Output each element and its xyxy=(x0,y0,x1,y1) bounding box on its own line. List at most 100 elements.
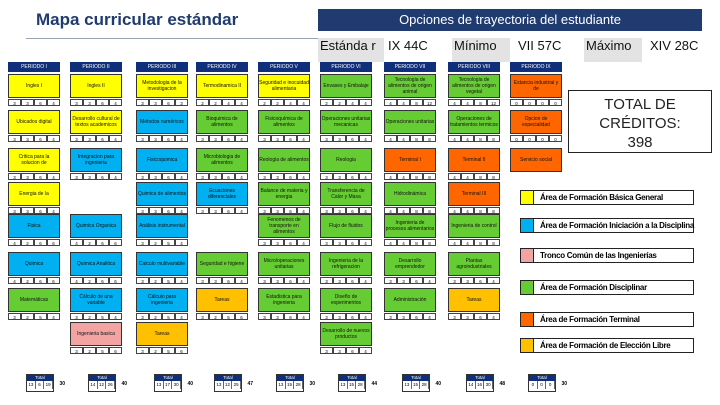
option-minimo[interactable]: Mínimo xyxy=(452,38,510,62)
course-card[interactable]: Desarrollo emprendedor xyxy=(384,252,436,276)
course-card[interactable]: Estadistica para ingenieria xyxy=(258,288,310,312)
course-card[interactable]: Balance de materia y energia xyxy=(258,182,310,206)
credit-cell: 3 xyxy=(136,239,149,246)
option-estandar[interactable]: Estánda r xyxy=(318,38,384,62)
course-card[interactable]: Quimica de alimentos xyxy=(136,182,188,206)
credit-cell: 2 xyxy=(271,99,284,106)
course-card[interactable]: Ingenieria de procesos alimentarios xyxy=(384,214,436,238)
credit-cell: 4 xyxy=(297,239,310,246)
course-card[interactable]: Seguridad e inocuidad alimentaria xyxy=(258,74,310,98)
option-ix-44c[interactable]: IX 44C xyxy=(388,38,428,53)
course-card[interactable]: Ecuaciones diferenciales xyxy=(196,182,248,206)
option-vii-57c[interactable]: VII 57C xyxy=(518,38,562,53)
total-cell: 15 xyxy=(348,381,357,389)
course-card[interactable]: Fenomenos de transporte en alimentos xyxy=(258,214,310,238)
course-card[interactable]: Termodinamica II xyxy=(196,74,248,98)
period-credit-sum: 30 xyxy=(561,381,567,387)
credit-cell: 5 xyxy=(162,347,175,354)
course-card[interactable]: Bioquimica de alimentos xyxy=(196,110,248,134)
course-card[interactable]: Integracion para ingenieria xyxy=(70,148,122,172)
page-title: Mapa curricular estándar xyxy=(36,10,239,29)
course-card[interactable]: Fisica xyxy=(8,214,60,238)
course-card[interactable]: Transferencia de Calor y Masa xyxy=(320,182,372,206)
course-card[interactable]: Operaciones unitarias xyxy=(384,110,436,134)
course-card[interactable]: Ingenieria de control xyxy=(448,214,500,238)
credit-cell: 4 xyxy=(384,207,397,214)
credit-cell: 4 xyxy=(461,239,474,246)
course-card[interactable]: Seguridad e higiene xyxy=(196,252,248,276)
credit-cell: 3 xyxy=(196,173,209,180)
course-card[interactable]: Ingenieria de la refrigeracion xyxy=(320,252,372,276)
course-card[interactable]: Administración xyxy=(384,288,436,312)
course-card[interactable]: Plantas agroindustriales xyxy=(448,252,500,276)
credit-cell: 2 xyxy=(21,313,34,320)
option-xiv-28c[interactable]: XIV 28C xyxy=(650,38,699,53)
course-card[interactable]: Ubicados digital xyxy=(8,110,60,134)
course-card[interactable]: Tecnologia de alimentos de origen animal xyxy=(384,74,436,98)
total-label: Total xyxy=(27,375,53,381)
course-card[interactable]: Cálculo para ingenieria xyxy=(136,288,188,312)
course-card[interactable]: Micro/operaciones unitarias xyxy=(258,252,310,276)
credit-cell: 3 xyxy=(70,99,83,106)
credit-cell: 2 xyxy=(21,239,34,246)
course-card[interactable]: Desarrollo cultural de textos academicos xyxy=(70,110,122,134)
course-card[interactable]: Critica para la solucion de xyxy=(8,148,60,172)
course-card[interactable]: Calculo multivariable xyxy=(136,252,188,276)
course-card[interactable]: Hidrodinámica xyxy=(384,182,436,206)
course-card[interactable]: Fisicoquimica xyxy=(136,148,188,172)
course-card[interactable]: Ingles II xyxy=(70,74,122,98)
title-divider xyxy=(26,38,318,39)
credit-cell: 3 xyxy=(333,207,346,214)
course-card[interactable]: Servicio social xyxy=(510,148,562,172)
course-card[interactable]: Microbiologia de alimentos xyxy=(196,148,248,172)
option-maximo[interactable]: Máximo xyxy=(584,38,642,62)
course-card[interactable]: Reologia xyxy=(320,148,372,172)
course-card[interactable]: Quimica xyxy=(8,252,60,276)
course-card[interactable]: Terminal II xyxy=(448,148,500,172)
course-card[interactable]: Tecnologia de alimentos de origen vegeta… xyxy=(448,74,500,98)
credit-cell: 4 xyxy=(384,99,397,106)
course-card[interactable]: Terminal I xyxy=(384,148,436,172)
credit-cell: 8 xyxy=(410,135,423,142)
course-card[interactable]: Cálculo de una variable xyxy=(70,288,122,312)
credit-cell: 3 xyxy=(384,277,397,284)
credit-cell: 4 xyxy=(397,239,410,246)
course-card[interactable]: Diseño de experimentos xyxy=(320,288,372,312)
credit-cell: 4 xyxy=(487,313,500,320)
course-card[interactable]: Tareas xyxy=(136,322,188,346)
course-card[interactable]: Envases y Embalaje xyxy=(320,74,372,98)
course-card[interactable]: Terminal III xyxy=(448,182,500,206)
course-card[interactable]: Ingenieria basica xyxy=(70,322,122,346)
course-card[interactable]: Flujo de fluidos xyxy=(320,214,372,238)
course-card[interactable]: Quimica Analitica xyxy=(70,252,122,276)
period-credit-sum: 44 xyxy=(371,381,377,387)
course-card[interactable]: Matemáticas xyxy=(8,288,60,312)
credit-cell: 3 xyxy=(21,173,34,180)
course-card[interactable]: Quimica Organica xyxy=(70,214,122,238)
credit-cell: 4 xyxy=(297,207,310,214)
credit-cell: 6 xyxy=(284,135,297,142)
course-card[interactable]: Tareas xyxy=(448,288,500,312)
course-card[interactable]: Ingles I xyxy=(8,74,60,98)
course-card[interactable]: Reologia de alimentos xyxy=(258,148,310,172)
course-card[interactable]: Energia de la xyxy=(8,182,60,206)
course-card[interactable]: Estancia industrial y de xyxy=(510,74,562,98)
course-card[interactable]: Metodologia de la investigacion xyxy=(136,74,188,98)
course-card[interactable]: Tareas xyxy=(196,288,248,312)
course-card[interactable]: Métodos numéricos xyxy=(136,110,188,134)
course-card[interactable]: Fisicoquímica de alimentos xyxy=(258,110,310,134)
course-card[interactable]: Operaciones unitarias mecanicas xyxy=(320,110,372,134)
course-card[interactable]: Operaciones de tratamientos termicos xyxy=(448,110,500,134)
period-total: Total 13 15 28 40 xyxy=(402,374,441,392)
course-card[interactable]: Desarrollo de nuevos productos xyxy=(320,322,372,346)
course-card[interactable]: Opcion de especialidad xyxy=(510,110,562,134)
credit-cell: 2 xyxy=(196,99,209,106)
course-card[interactable]: Análisis instrumental xyxy=(136,214,188,238)
credit-cell: 5 xyxy=(162,313,175,320)
